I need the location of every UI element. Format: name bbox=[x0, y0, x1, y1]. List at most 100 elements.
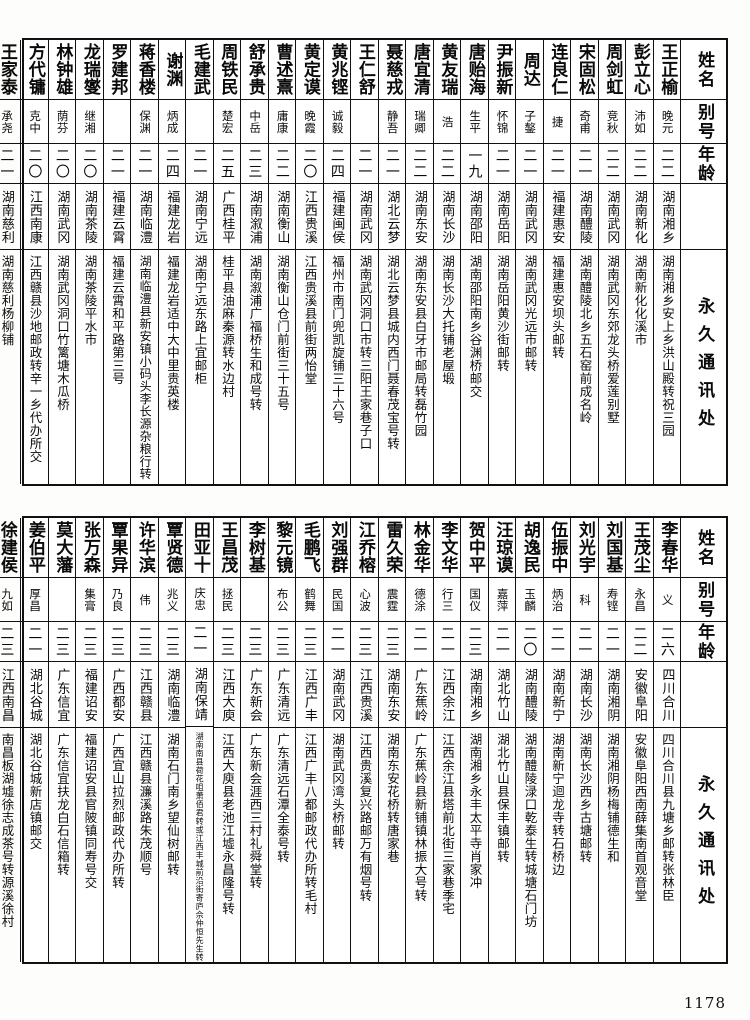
cell-name: 李春华 bbox=[653, 518, 680, 578]
cell-native: 湖北竹山 bbox=[488, 662, 515, 728]
value-age: 二三 bbox=[163, 625, 180, 658]
cell-address: 福建云霄和平路第三号 bbox=[104, 250, 131, 484]
value-address: 安徽阜阳西南薛集南首观音堂 bbox=[632, 733, 648, 902]
value-name: 毛鹏飞 bbox=[299, 521, 320, 574]
cell-name: 黄定谟 bbox=[296, 40, 323, 100]
cell-address: 湖南醴陵渌口乾泰生转城塘石门坊 bbox=[516, 728, 543, 962]
cell-address: 湖南衡山仓门前街三十五号 bbox=[269, 250, 296, 484]
roster-entry-column: 周达 子鏊 二一 湖南武冈 湖南武冈光远市邮转 bbox=[515, 40, 543, 484]
value-age: 二一 bbox=[136, 147, 153, 180]
cell-address: 湖南湘阴杨梅铺德生和 bbox=[599, 728, 626, 962]
roster-entry-column: 黄兆铿 诚毅 二四 福建闽侯 福州市南门兜凯旋铺三十六号 bbox=[322, 40, 350, 484]
cell-alias: 义 bbox=[653, 578, 680, 622]
value-alias: 国仪 bbox=[468, 587, 483, 612]
value-native: 湖南醴陵 bbox=[521, 667, 537, 722]
cell-age: 二二 bbox=[653, 144, 680, 184]
roster-entry-column: 黄友瑞浩二二 湖南长沙 湖南长沙大托铺老屋塅 bbox=[432, 40, 460, 484]
cell-native: 湖南湘乡 bbox=[653, 184, 680, 250]
cell-age: 二三 bbox=[296, 622, 323, 662]
roster-table-top: 姓名 别号 年龄 永久通讯处 王正榆 晚元 二二 湖南湘乡 湖南湘乡安上乡洪山殿转祝三园 彭立心沛… bbox=[0, 38, 728, 486]
value-alias: 乃良 bbox=[110, 587, 125, 612]
value-native: 福建龙岩 bbox=[164, 189, 180, 244]
cell-alias bbox=[48, 578, 75, 622]
roster-entry-column: 王昌茂 拯民 二三 江西大庾 江西大庾县老池江墟永昌隆号转 bbox=[212, 518, 240, 962]
value-name: 覃贤德 bbox=[162, 521, 183, 574]
value-name: 胡逸民 bbox=[519, 521, 540, 574]
cell-native: 福建云霄 bbox=[103, 184, 130, 250]
value-name: 刘国基 bbox=[602, 521, 623, 574]
cell-native: 福建诏安 bbox=[76, 662, 103, 728]
value-alias: 克中 bbox=[28, 109, 43, 134]
header-cell-native bbox=[681, 184, 726, 250]
value-name: 徐建侯 bbox=[0, 521, 17, 574]
value-alias: 生平 bbox=[468, 109, 483, 134]
cell-native: 湖南茶陵 bbox=[76, 184, 103, 250]
cell-native: 湖南邵阳 bbox=[461, 184, 488, 250]
cell-address: 江西赣县濂溪路朱茂顺号 bbox=[131, 728, 158, 962]
value-address: 南昌板湖墟徐志成茶号转源溪徐村 bbox=[0, 733, 15, 928]
roster-entry-column: 舒承贵 中岳 二三 湖南溆浦 湖南溆浦广福桥生和成号转 bbox=[240, 40, 268, 484]
value-age: 二一 bbox=[191, 147, 208, 180]
value-address: 湖南溆浦广福桥生和成号转 bbox=[247, 255, 263, 411]
cell-alias: 厚昌 bbox=[21, 578, 48, 622]
cell-name: 周铁民 bbox=[213, 40, 240, 100]
cell-alias: 奇甫 bbox=[571, 100, 598, 144]
value-age: 二一 bbox=[328, 625, 345, 658]
value-alias: 楚宏 bbox=[220, 109, 235, 134]
cell-address: 湖南武冈洞口市转三阳王家巷子口 bbox=[351, 250, 378, 484]
cell-alias: 竞秋 bbox=[598, 100, 625, 144]
cell-alias: 兆义 bbox=[158, 578, 185, 622]
cell-age: 二一 bbox=[543, 622, 570, 662]
value-age: 二三 bbox=[301, 625, 318, 658]
value-name: 覃果异 bbox=[107, 521, 128, 574]
roster-entry-column: 罗建邦 二一 福建云霄 福建云霄和平路第三号 bbox=[102, 40, 131, 484]
roster-entry-column: 雷久荣 震霆 二三 湖南东安 湖南东安花桥转唐家巷 bbox=[377, 518, 405, 962]
cell-age: 二一 bbox=[351, 144, 378, 184]
roster-entry-column: 彭立心 沛如 二二 湖南新化 湖南新化化溪市 bbox=[625, 40, 653, 484]
cell-name: 王家泰 bbox=[0, 40, 20, 100]
cell-name: 江乔榕 bbox=[351, 518, 378, 578]
value-address: 湖南宁远东路上宜邮柜 bbox=[192, 255, 208, 385]
header-label-age: 年龄 bbox=[694, 144, 715, 183]
cell-name: 林金华 bbox=[406, 518, 433, 578]
value-native: 江西贵溪 bbox=[301, 189, 317, 244]
cell-age: 二六 bbox=[653, 622, 680, 662]
cell-alias bbox=[186, 100, 213, 144]
cell-alias: 心波 bbox=[351, 578, 378, 622]
cell-address: 江西赣县沙地邮政转辛一乡代办所交 bbox=[21, 250, 48, 484]
roster-entry-column: 李树基 二三 广东新会 广东新会涯西三村礼舜堂转 bbox=[240, 518, 268, 962]
cell-name: 毛鹏飞 bbox=[296, 518, 323, 578]
value-native: 福建云霄 bbox=[109, 189, 125, 244]
value-address: 广东新会涯西三村礼舜堂转 bbox=[247, 733, 263, 889]
roster-entry-column: 徐建侯 九如 二三 江西南昌 南昌板湖墟徐志成茶号转源溪徐村 bbox=[0, 518, 20, 962]
header-cell-alias: 别号 bbox=[681, 578, 726, 622]
roster-entry-column: 伍振中 炳治 二一 湖南新宁 湖南新宁迴龙寺转石桥边 bbox=[542, 518, 570, 962]
value-address: 湖南南县荷花咀萧佰君转或江西丰城前沿街寄庐佘仲恒先生转 bbox=[195, 732, 205, 962]
cell-address: 广东新会涯西三村礼舜堂转 bbox=[241, 728, 268, 962]
cell-native: 江西贵溪 bbox=[296, 184, 323, 250]
value-alias: 竞秋 bbox=[605, 109, 620, 134]
cell-address: 湖南溆浦广福桥生和成号转 bbox=[241, 250, 268, 484]
cell-name: 罗建邦 bbox=[103, 40, 130, 100]
cell-alias: 嘉萍 bbox=[488, 578, 515, 622]
value-age: 二一 bbox=[548, 147, 565, 180]
value-address: 福州市南门兜凯旋铺三十六号 bbox=[330, 255, 345, 424]
value-address: 湖南慈利杨柳铺 bbox=[0, 255, 15, 346]
value-native: 湖南新宁 bbox=[549, 667, 565, 722]
value-address: 广西宜山拉烈邮政代办所转 bbox=[110, 733, 125, 889]
cell-age: 二一 bbox=[516, 144, 543, 184]
cell-name: 姜伯平 bbox=[21, 518, 48, 578]
value-alias: 静吾 bbox=[385, 109, 400, 134]
value-address: 湖南武冈光远市邮转 bbox=[522, 255, 538, 372]
roster-entry-column: 周剑虹 竞秋 二二 湖南武冈 湖南武冈东郊龙头桥爱莲别墅 bbox=[597, 40, 625, 484]
cell-alias: 捷 bbox=[543, 100, 570, 144]
value-address: 福建惠安坝头邮转 bbox=[550, 255, 565, 359]
cell-alias: 晚元 bbox=[653, 100, 680, 144]
cell-native: 江西南康 bbox=[21, 184, 48, 250]
value-address: 湖南东安县白牙市邮局转磊竹园 bbox=[412, 255, 428, 437]
cell-native: 江西贵溪 bbox=[351, 662, 378, 728]
cell-address: 湖南湘乡安上乡洪山殿转祝三园 bbox=[654, 250, 681, 484]
cell-name: 聂慈戎 bbox=[378, 40, 405, 100]
cell-name: 彭立心 bbox=[626, 40, 653, 100]
cell-age: 二四 bbox=[323, 144, 350, 184]
